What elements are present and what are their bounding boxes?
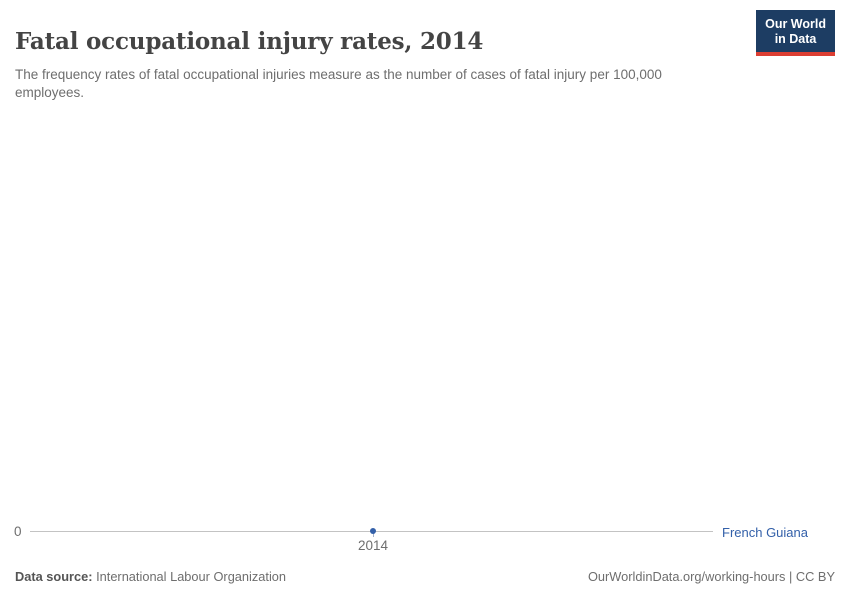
plot-area (0, 100, 850, 510)
data-point-french-guiana-2014[interactable] (370, 528, 376, 534)
footer-separator: | (785, 569, 796, 584)
x-axis-tick-label: 2014 (357, 538, 389, 553)
owid-logo[interactable]: Our World in Data (756, 10, 835, 56)
data-source-note: Data source: International Labour Organi… (15, 569, 286, 584)
data-source-value: International Labour Organization (92, 569, 287, 584)
chart-subtitle: The frequency rates of fatal occupationa… (15, 66, 662, 100)
owid-logo-line1: Our World (765, 17, 826, 31)
footer-attribution: OurWorldinData.org/working-hours | CC BY (588, 569, 835, 584)
license-label: CC BY (795, 569, 835, 584)
chart-title: Fatal occupational injury rates, 2014 (15, 28, 484, 56)
owid-url-link[interactable]: OurWorldinData.org/working-hours (587, 569, 786, 584)
series-label-french-guiana[interactable]: French Guiana (722, 525, 808, 540)
y-axis-zero-label: 0 (14, 524, 22, 539)
owid-logo-line2: in Data (774, 32, 817, 46)
data-source-label: Data source: (15, 569, 93, 584)
x-axis-tick-2014 (373, 532, 374, 537)
